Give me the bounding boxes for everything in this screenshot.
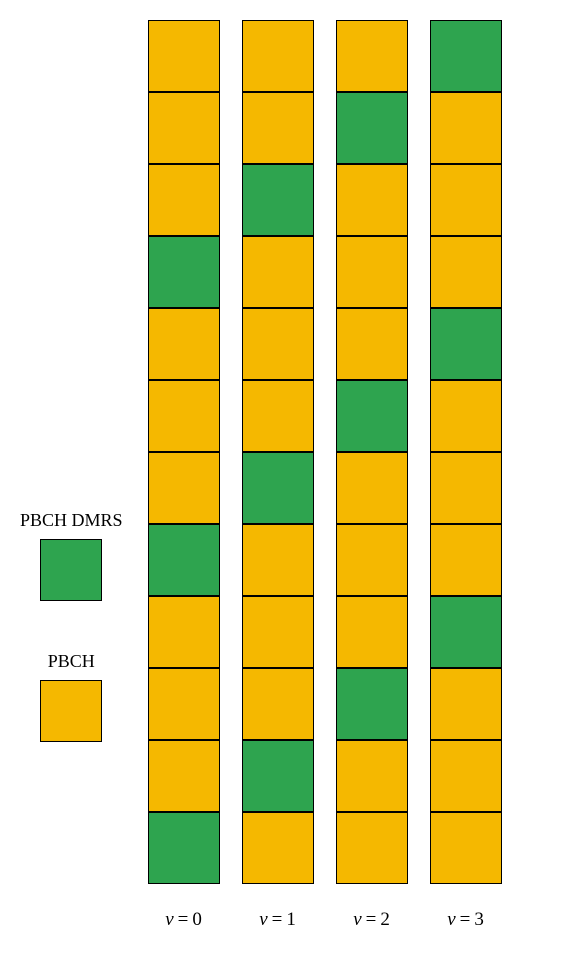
cell xyxy=(242,164,314,236)
cell xyxy=(242,236,314,308)
label-var: v xyxy=(353,909,361,930)
legend-item-pbch: PBCH xyxy=(20,651,123,742)
cell xyxy=(430,740,502,812)
label-var: v xyxy=(165,909,173,930)
legend-label-pbch: PBCH xyxy=(48,651,95,672)
cell xyxy=(242,668,314,740)
column-v3: v=3 xyxy=(430,20,502,931)
cell xyxy=(336,236,408,308)
cell xyxy=(242,740,314,812)
cell xyxy=(430,20,502,92)
label-val: 1 xyxy=(286,909,296,930)
cell xyxy=(242,380,314,452)
cell xyxy=(336,308,408,380)
cells-v1 xyxy=(242,20,314,884)
cell xyxy=(242,596,314,668)
cell xyxy=(148,164,220,236)
label-eq: = xyxy=(178,909,189,930)
label-eq: = xyxy=(366,909,377,930)
cell xyxy=(148,668,220,740)
cell xyxy=(430,308,502,380)
legend-item-dmrs: PBCH DMRS xyxy=(20,510,123,601)
label-eq: = xyxy=(272,909,283,930)
label-val: 2 xyxy=(380,909,390,930)
cell xyxy=(242,308,314,380)
label-var: v xyxy=(447,909,455,930)
legend: PBCH DMRS PBCH xyxy=(20,510,123,792)
cell xyxy=(336,452,408,524)
cell xyxy=(148,740,220,812)
cell xyxy=(242,812,314,884)
cell xyxy=(148,452,220,524)
columns-wrapper: v=0 v=1 xyxy=(148,20,502,931)
cell xyxy=(336,524,408,596)
cell xyxy=(430,236,502,308)
cell xyxy=(336,380,408,452)
column-v1: v=1 xyxy=(242,20,314,931)
cell xyxy=(430,596,502,668)
cell xyxy=(430,164,502,236)
column-v2: v=2 xyxy=(336,20,408,931)
cell xyxy=(336,668,408,740)
legend-label-dmrs: PBCH DMRS xyxy=(20,510,123,531)
legend-swatch-pbch xyxy=(40,680,102,742)
cell xyxy=(336,740,408,812)
cell xyxy=(430,380,502,452)
cells-v2 xyxy=(336,20,408,884)
cell xyxy=(148,308,220,380)
label-val: 3 xyxy=(474,909,484,930)
cell xyxy=(430,524,502,596)
cell xyxy=(242,452,314,524)
cell xyxy=(430,92,502,164)
cell xyxy=(148,92,220,164)
column-label-v0: v=0 xyxy=(165,909,202,931)
cell xyxy=(242,92,314,164)
cell xyxy=(336,20,408,92)
cell xyxy=(336,812,408,884)
column-label-v1: v=1 xyxy=(259,909,296,931)
label-val: 0 xyxy=(192,909,202,930)
cell xyxy=(148,812,220,884)
label-var: v xyxy=(259,909,267,930)
cell xyxy=(148,524,220,596)
cell xyxy=(430,452,502,524)
cells-v3 xyxy=(430,20,502,884)
cell xyxy=(336,596,408,668)
cell xyxy=(430,668,502,740)
cell xyxy=(430,812,502,884)
label-eq: = xyxy=(460,909,471,930)
column-v0: v=0 xyxy=(148,20,220,931)
cell xyxy=(148,380,220,452)
cell xyxy=(148,596,220,668)
legend-swatch-dmrs xyxy=(40,539,102,601)
cells-v0 xyxy=(148,20,220,884)
diagram-container: PBCH DMRS PBCH xyxy=(20,20,554,931)
cell xyxy=(242,524,314,596)
cell xyxy=(148,236,220,308)
cell xyxy=(336,92,408,164)
cell xyxy=(242,20,314,92)
column-label-v2: v=2 xyxy=(353,909,390,931)
cell xyxy=(336,164,408,236)
column-label-v3: v=3 xyxy=(447,909,484,931)
cell xyxy=(148,20,220,92)
